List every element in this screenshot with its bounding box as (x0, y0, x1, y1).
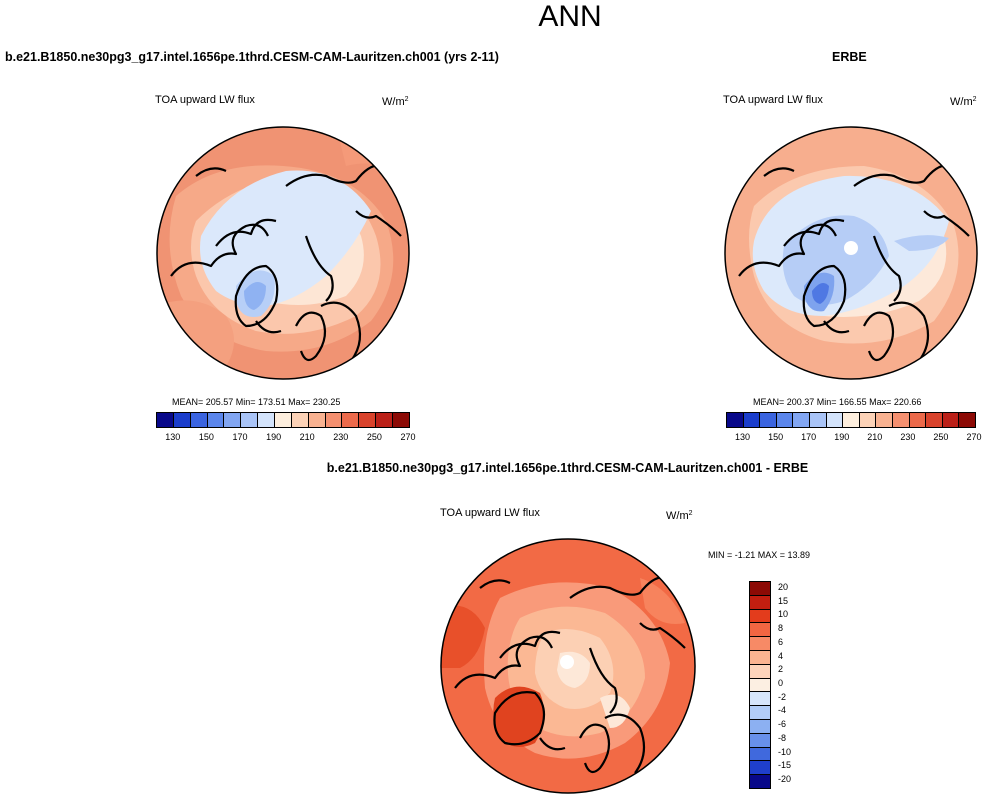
colorbar-tick-label: -6 (778, 719, 787, 730)
colorbar-swatch (325, 413, 343, 427)
colorbar-swatch (942, 413, 960, 427)
colorbar-tick-label: -15 (778, 760, 792, 771)
colorbar-swatch (308, 413, 326, 427)
colorbar-swatch (157, 413, 174, 427)
colorbar-tick-label: -20 (778, 774, 792, 785)
colorbar-swatch (826, 413, 844, 427)
colorbar-tick-label: 130 (165, 432, 181, 442)
colorbar-tick-label: 20 (778, 581, 789, 592)
colorbar-swatch (750, 678, 770, 693)
colorbar-swatch (275, 413, 292, 427)
colorbar-tick-label: -10 (778, 746, 792, 757)
right-variable-label: TOA upward LW flux (723, 94, 823, 106)
colorbar-swatch (393, 413, 409, 427)
diff-unit-label: W/m2 (666, 510, 693, 522)
colorbar-swatch (750, 582, 770, 596)
colorbar-swatch (750, 733, 770, 748)
colorbar-swatch (892, 413, 910, 427)
left-unit-label: W/m2 (382, 96, 409, 108)
colorbar-swatch (959, 413, 975, 427)
colorbar-tick-label: -8 (778, 732, 787, 743)
left-variable-label: TOA upward LW flux (155, 94, 255, 106)
colorbar-swatch (750, 719, 770, 734)
colorbar-swatch (750, 775, 770, 788)
colorbar-tick-label: 210 (867, 432, 883, 442)
colorbar-swatch (241, 413, 259, 427)
colorbar-swatch (750, 664, 770, 679)
colorbar-swatch (207, 413, 225, 427)
left-stats: MEAN= 205.57 Min= 173.51 Max= 230.25 (172, 397, 341, 407)
colorbar-swatch (909, 413, 927, 427)
right-unit-label: W/m2 (950, 96, 977, 108)
colorbar-swatch (926, 413, 943, 427)
left-polar-map (156, 126, 410, 380)
colorbar-tick-label: 230 (333, 432, 349, 442)
colorbar-swatch (750, 637, 770, 651)
colorbar-swatch (809, 413, 827, 427)
colorbar-tick-label: 4 (778, 650, 784, 661)
colorbar-tick-label: 190 (266, 432, 282, 442)
diff-variable-label: TOA upward LW flux (440, 507, 540, 519)
colorbar-swatch (793, 413, 810, 427)
colorbar-swatch (750, 747, 770, 762)
colorbar-swatch (760, 413, 777, 427)
colorbar-swatch (727, 413, 744, 427)
colorbar-swatch (859, 413, 877, 427)
colorbar-tick-label: 230 (900, 432, 916, 442)
colorbar-tick-label: 8 (778, 623, 784, 634)
colorbar-swatch (750, 595, 770, 610)
colorbar-swatch (258, 413, 276, 427)
colorbar-swatch (750, 650, 770, 665)
right-polar-map (724, 126, 978, 380)
colorbar-tick-label: -4 (778, 705, 787, 716)
colorbar-tick-label: 130 (735, 432, 751, 442)
colorbar-swatch (173, 413, 191, 427)
colorbar-swatch (776, 413, 794, 427)
diff-polar-map (440, 538, 696, 794)
colorbar-tick-label: 270 (966, 432, 982, 442)
colorbar-swatch (224, 413, 242, 427)
diff-panel-heading: b.e21.B1850.ne30pg3_g17.intel.1656pe.1th… (326, 461, 809, 475)
colorbar-tick-label: 0 (778, 678, 784, 688)
colorbar-swatch (743, 413, 761, 427)
colorbar-tick-label: 2 (778, 664, 784, 675)
colorbar-swatch (843, 413, 860, 427)
colorbar-tick-label: 250 (933, 432, 949, 442)
colorbar-tick-label: -2 (778, 691, 787, 702)
colorbar-swatch (750, 609, 770, 624)
right-stats: MEAN= 200.37 Min= 166.55 Max= 220.66 (753, 397, 922, 407)
colorbar-tick-label: 190 (834, 432, 850, 442)
main-title: ANN (538, 0, 602, 33)
colorbar-swatch (750, 706, 770, 720)
colorbar-swatch (750, 623, 770, 638)
colorbar-tick-label: 170 (232, 432, 248, 442)
colorbar-tick-label: 250 (366, 432, 382, 442)
colorbar-tick-label: 10 (778, 609, 789, 620)
colorbar-tick-label: 6 (778, 636, 784, 647)
colorbar-swatch (750, 761, 770, 776)
colorbar-tick-label: 150 (198, 432, 214, 442)
colorbar-swatch (876, 413, 893, 427)
colorbar-swatch (376, 413, 394, 427)
diff-stats: MIN = -1.21 MAX = 13.89 (708, 550, 811, 560)
colorbar-tick-label: 270 (400, 432, 416, 442)
colorbar-tick-label: 170 (801, 432, 817, 442)
colorbar-tick-label: 210 (299, 432, 315, 442)
colorbar-swatch (291, 413, 309, 427)
colorbar-swatch (190, 413, 208, 427)
colorbar-swatch (359, 413, 377, 427)
right-panel-heading: ERBE (832, 50, 867, 64)
diff-colorbar (749, 581, 771, 789)
right-colorbar (726, 412, 976, 428)
left-colorbar (156, 412, 410, 428)
left-panel-heading: b.e21.B1850.ne30pg3_g17.intel.1656pe.1th… (5, 50, 499, 64)
colorbar-swatch (750, 692, 770, 707)
colorbar-tick-label: 150 (768, 432, 784, 442)
colorbar-swatch (342, 413, 360, 427)
colorbar-tick-label: 15 (778, 595, 789, 606)
